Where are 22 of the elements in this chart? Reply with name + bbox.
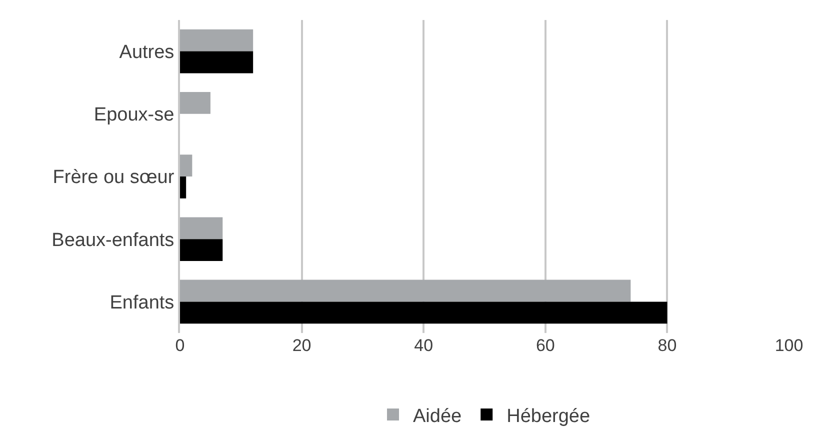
bar (180, 154, 192, 176)
legend-label: Aidée (413, 406, 462, 427)
bar (180, 92, 210, 114)
y-tick-label: Autres (119, 42, 174, 63)
x-tick-label: 40 (414, 336, 434, 355)
bar (180, 29, 254, 52)
y-tick-label: Beaux-enfants (52, 230, 174, 251)
x-tick-label: 60 (536, 336, 555, 355)
y-tick-label: Epoux-se (94, 104, 174, 126)
bar (180, 51, 254, 74)
bar (180, 302, 668, 324)
legend-label: Hébergée (506, 406, 590, 427)
bar (180, 217, 223, 240)
bar (180, 239, 223, 262)
bar (180, 280, 631, 302)
x-tick-label: 100 (774, 336, 804, 355)
y-tick-label: Frère ou sœur (52, 167, 175, 188)
bar (180, 176, 186, 198)
x-tick-label: 0 (175, 336, 185, 355)
x-tick-label: 20 (292, 336, 312, 355)
y-tick-label: Enfants (110, 292, 174, 314)
x-tick-label: 80 (658, 336, 677, 355)
